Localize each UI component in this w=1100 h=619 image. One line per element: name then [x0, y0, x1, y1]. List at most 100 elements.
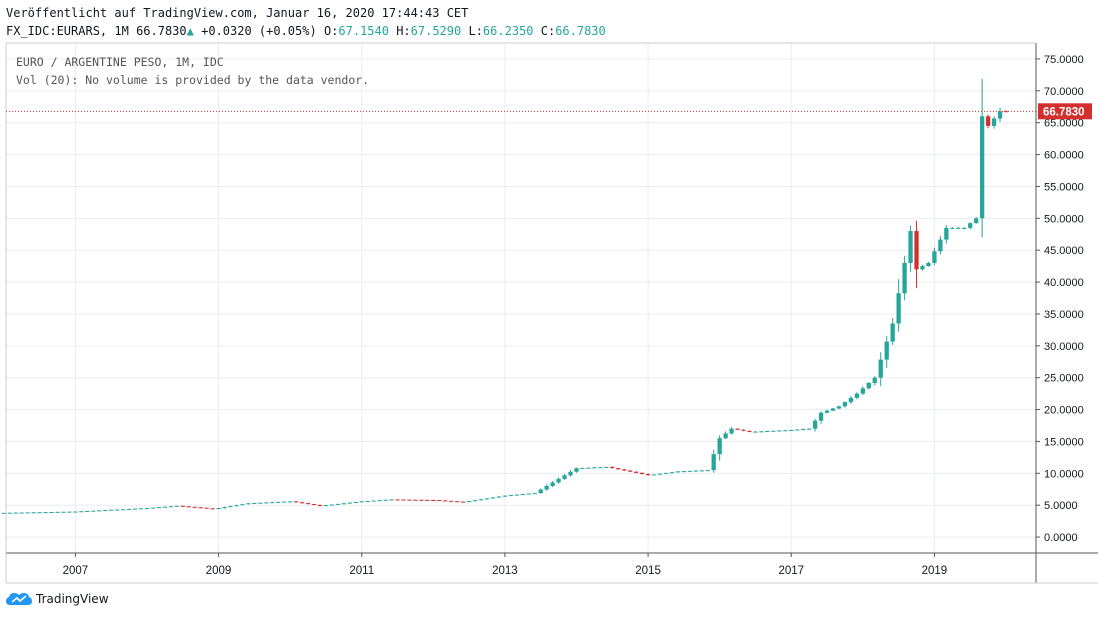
- price-tick-label: 5.0000: [1044, 500, 1078, 512]
- candle-body: [460, 501, 466, 503]
- candle-body: [150, 507, 156, 509]
- ohlc-header: FX_IDC:EURARS, 1M 66.7830▲ +0.0320 (+0.0…: [6, 24, 606, 38]
- candle-body: [377, 500, 382, 502]
- brand-name: TradingView: [36, 592, 109, 606]
- candle-body: [138, 508, 144, 510]
- candle-body: [413, 499, 418, 501]
- candle-body: [437, 500, 442, 502]
- candle-body: [675, 471, 681, 473]
- price-tick-label: 20.0000: [1044, 405, 1084, 417]
- candle-body: [401, 499, 406, 501]
- candle-body: [431, 499, 436, 501]
- candle-body: [359, 501, 364, 503]
- candle-body: [13, 512, 18, 514]
- price-tick-label: 0.0000: [1044, 532, 1078, 544]
- candle-body: [950, 227, 955, 229]
- candle-body: [478, 499, 484, 501]
- candle-body: [622, 469, 627, 471]
- candle-body: [335, 503, 341, 505]
- legend-title: EURO / ARGENTINE PESO, 1M, IDC: [16, 55, 224, 69]
- candle-body: [305, 503, 311, 505]
- candle-body: [842, 402, 848, 407]
- candle-body: [389, 499, 394, 501]
- candle-body: [824, 410, 830, 413]
- candle-body: [759, 431, 764, 433]
- candle-body: [449, 500, 454, 502]
- low-value: 66.2350: [482, 24, 534, 38]
- candle-body: [580, 467, 585, 469]
- candle-body: [556, 478, 561, 483]
- candle-body: [574, 468, 579, 472]
- candle-body: [79, 511, 84, 513]
- candle-body: [765, 431, 770, 433]
- time-tick-label: 2007: [63, 565, 89, 577]
- candle-body: [234, 505, 239, 507]
- candle-body: [944, 227, 949, 240]
- candle-body: [544, 485, 549, 490]
- candle-body: [67, 511, 72, 513]
- candle-body: [771, 430, 776, 432]
- candle-body: [723, 433, 728, 439]
- candle-body: [144, 508, 150, 510]
- candle-body: [633, 471, 639, 473]
- candle-body: [801, 429, 806, 431]
- candle-body: [192, 506, 197, 508]
- candle-body: [651, 474, 657, 476]
- candle-body: [287, 501, 293, 503]
- candle-body: [538, 489, 543, 494]
- candle-body: [49, 511, 54, 513]
- candlestick-series: [1, 78, 1009, 514]
- candle-body: [526, 493, 531, 495]
- candle-body: [854, 393, 860, 398]
- candle-body: [371, 500, 376, 502]
- candle-body: [252, 503, 257, 505]
- candle-body: [502, 495, 508, 497]
- candle-body: [932, 251, 937, 263]
- candle-body: [717, 438, 722, 455]
- candle-body: [866, 383, 871, 389]
- candle-body: [747, 430, 752, 432]
- candle-body: [276, 501, 281, 503]
- candle-body: [729, 428, 734, 434]
- symbol-label: FX_IDC:EURARS, 1M: [6, 24, 129, 38]
- time-tick-label: 2009: [206, 565, 232, 577]
- candle-body: [210, 508, 215, 510]
- candle-body: [162, 506, 168, 508]
- candle-body: [705, 470, 710, 472]
- candle-body: [896, 293, 901, 324]
- candle-body: [848, 397, 854, 403]
- candle-body: [669, 472, 675, 474]
- time-tick-label: 2011: [349, 565, 374, 577]
- candle-body: [132, 508, 138, 510]
- candle-body: [419, 499, 424, 501]
- candle-body: [735, 428, 740, 430]
- up-arrow-icon: ▲: [186, 24, 194, 38]
- candle-body: [168, 506, 173, 508]
- last-value: 66.7830: [136, 24, 187, 38]
- candle-body: [508, 495, 514, 497]
- candle-body: [97, 510, 102, 512]
- tradingview-logo[interactable]: TradingView: [6, 592, 109, 606]
- candle-body: [425, 499, 430, 501]
- candle-body: [126, 508, 132, 510]
- candle-body: [890, 323, 895, 342]
- candle-body: [198, 507, 203, 509]
- candle-body: [329, 504, 335, 506]
- published-line: Veröffentlicht auf TradingView.com, Janu…: [6, 6, 469, 20]
- candle-body: [968, 223, 973, 228]
- candle-body: [7, 512, 12, 514]
- candle-body: [120, 509, 126, 511]
- time-tick-label: 2013: [492, 565, 518, 577]
- candle-body: [43, 512, 48, 514]
- candle-body: [532, 493, 537, 495]
- candle-body: [85, 510, 90, 512]
- candle-body: [365, 500, 370, 502]
- candle-body: [830, 408, 836, 411]
- candle-body: [103, 510, 108, 512]
- chart-grid: [6, 43, 1036, 553]
- candle-body: [991, 118, 997, 126]
- candle-body: [789, 429, 794, 431]
- candle-body: [228, 506, 233, 508]
- candle-body: [586, 467, 591, 469]
